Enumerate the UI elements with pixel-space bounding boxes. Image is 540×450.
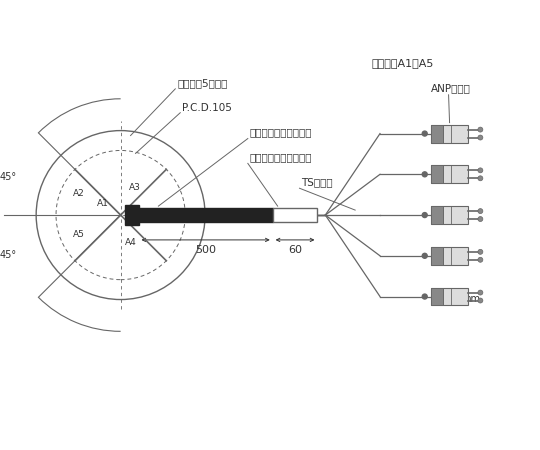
Circle shape xyxy=(422,294,427,299)
Text: 500: 500 xyxy=(195,245,216,255)
Bar xyxy=(431,288,468,306)
Text: ウェーハ5インチ: ウェーハ5インチ xyxy=(177,78,228,88)
Bar xyxy=(431,165,468,183)
Bar xyxy=(431,206,443,224)
Circle shape xyxy=(478,249,483,254)
Text: ANPプラグ: ANPプラグ xyxy=(431,83,470,93)
Circle shape xyxy=(422,212,427,217)
Bar xyxy=(431,247,443,265)
Circle shape xyxy=(422,131,427,136)
Text: A3: A3 xyxy=(129,183,140,192)
Text: A4: A4 xyxy=(125,238,137,248)
Text: 熱接点：A1～A5: 熱接点：A1～A5 xyxy=(371,58,434,68)
Bar xyxy=(431,165,443,183)
Circle shape xyxy=(478,209,483,214)
Text: シリコン収縮チューブ: シリコン収縮チューブ xyxy=(250,153,312,162)
Text: アルミナ繊維スリーブ: アルミナ繊維スリーブ xyxy=(250,127,312,138)
Text: A1: A1 xyxy=(97,198,109,207)
Circle shape xyxy=(478,168,483,173)
Circle shape xyxy=(478,127,483,132)
Text: 45°: 45° xyxy=(0,250,17,260)
Circle shape xyxy=(478,176,483,181)
Text: mm: mm xyxy=(461,293,480,303)
Bar xyxy=(125,205,139,225)
Circle shape xyxy=(478,216,483,221)
Bar xyxy=(431,288,443,306)
Bar xyxy=(431,125,468,143)
Text: 45°: 45° xyxy=(0,172,17,182)
Circle shape xyxy=(422,253,427,258)
Text: 60: 60 xyxy=(288,245,302,255)
Text: P.C.D.105: P.C.D.105 xyxy=(182,103,232,112)
Text: A2: A2 xyxy=(73,189,85,198)
Bar xyxy=(139,208,273,222)
Bar xyxy=(431,206,468,224)
Circle shape xyxy=(422,172,427,177)
Bar xyxy=(431,125,443,143)
Circle shape xyxy=(478,257,483,262)
Bar xyxy=(431,247,468,265)
Text: TSコード: TSコード xyxy=(301,177,333,187)
Bar xyxy=(273,208,318,222)
Text: A5: A5 xyxy=(73,230,85,239)
Circle shape xyxy=(478,290,483,295)
Circle shape xyxy=(478,298,483,303)
Circle shape xyxy=(478,135,483,140)
